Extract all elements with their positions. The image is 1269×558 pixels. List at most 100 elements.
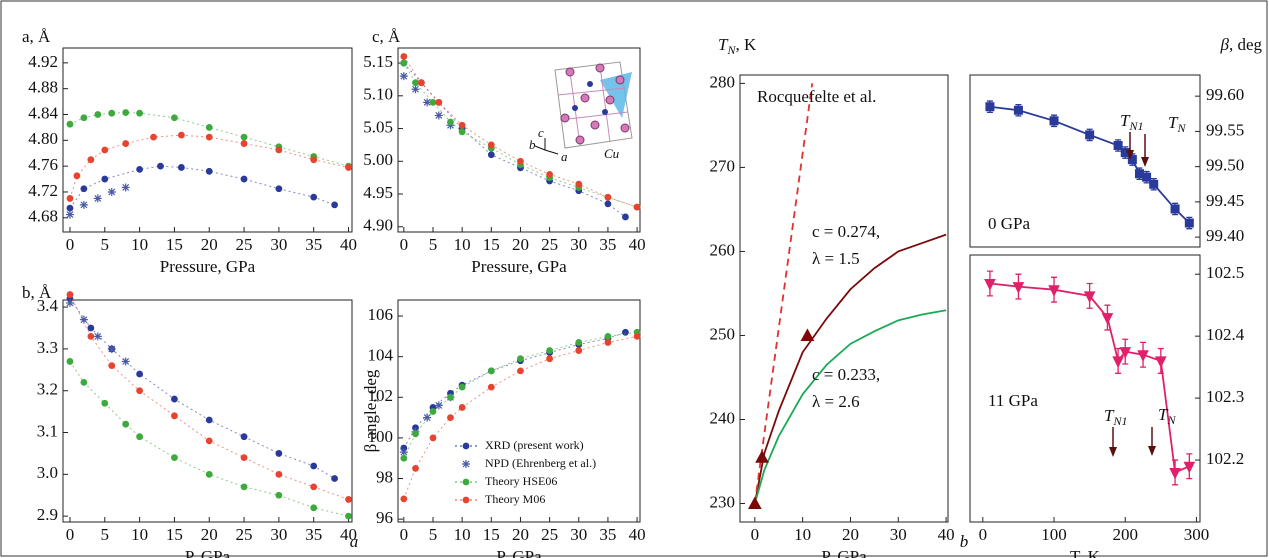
x-tick-label: 30: [890, 525, 907, 544]
plot-frame: [397, 299, 641, 523]
annotation: λ = 1.5: [812, 249, 860, 268]
legend-label: Theory HSE06: [485, 474, 557, 488]
x-tick-label: 25: [236, 525, 253, 544]
marker: [633, 332, 641, 340]
marker: [487, 151, 495, 159]
marker: [447, 118, 454, 126]
x-tick-label: 10: [454, 525, 471, 544]
marker: [1013, 105, 1023, 115]
panel-letter: a: [350, 532, 359, 551]
marker: [1048, 285, 1060, 297]
marker: [604, 332, 612, 340]
marker: [205, 437, 213, 445]
marker: [458, 121, 466, 129]
series-line: [989, 105, 1190, 224]
marker: [1155, 356, 1167, 369]
y-tick-label: 4.72: [28, 181, 58, 200]
marker: [435, 98, 443, 106]
marker: [87, 156, 95, 164]
y-axis-label: c, Å: [372, 27, 401, 46]
marker: [622, 328, 629, 336]
marker: [136, 433, 144, 441]
marker: [107, 187, 116, 196]
marker: [177, 131, 185, 139]
marker: [205, 167, 213, 175]
y-tick-label: 99.50: [1206, 156, 1244, 175]
annotation: TN: [1168, 113, 1186, 135]
y-tick-label: 4.68: [28, 207, 58, 226]
inset-label: c: [538, 125, 544, 140]
annotation: TN1: [1104, 406, 1127, 428]
x-tick-label: 25: [541, 525, 558, 544]
y-tick-label: 3.4: [37, 296, 59, 315]
y-tick-label: 102.5: [1206, 263, 1244, 282]
x-tick-label: 30: [270, 235, 287, 254]
marker: [747, 496, 762, 510]
x-tick-label: 15: [166, 525, 183, 544]
marker: [423, 413, 432, 422]
marker: [310, 504, 318, 512]
marker: [205, 416, 213, 424]
marker: [205, 124, 213, 131]
marker: [79, 200, 88, 209]
x-tick-label: 5: [101, 525, 110, 544]
marker: [65, 298, 74, 307]
y-axis-label-suffix: , deg: [1229, 35, 1263, 54]
marker: [101, 146, 109, 154]
crystal-inset: [534, 61, 633, 155]
marker: [108, 109, 116, 117]
marker: [458, 404, 466, 411]
y-tick-label: 102.4: [1206, 325, 1245, 344]
marker: [66, 195, 74, 202]
y-tick-label: 99.55: [1206, 120, 1244, 139]
series-line: [989, 282, 1190, 474]
y-axis-label-main: β: [1219, 35, 1229, 54]
legend-label: XRD (present work): [485, 438, 584, 452]
series-line: [69, 112, 349, 167]
series-line: [753, 233, 947, 504]
marker: [985, 102, 995, 112]
panel: 102.2 102.3 102.4 102.5 0 100 200 300: [969, 254, 1245, 544]
marker: [1169, 467, 1181, 480]
y-tick-label: 4.90: [363, 216, 393, 235]
marker: [101, 175, 109, 183]
x-tick-label: 40: [340, 235, 357, 254]
marker: [412, 464, 419, 472]
marker: [275, 491, 283, 499]
x-tick-label: 100: [1041, 525, 1067, 544]
marker: [429, 98, 437, 106]
plot-frame: [739, 74, 949, 523]
x-tick-label: 35: [305, 235, 322, 254]
marker: [517, 157, 524, 165]
marker: [604, 200, 612, 208]
y-tick-label: 3.3: [37, 338, 58, 357]
marker: [345, 512, 352, 520]
y-tick-label: 102: [368, 386, 394, 405]
marker: [633, 203, 641, 211]
x-tick-label: 10: [454, 235, 471, 254]
marker: [984, 278, 996, 291]
x-tick-label: 25: [236, 235, 253, 254]
y-tick-label: 3.0: [37, 463, 58, 482]
annotation: 0 GPa: [988, 214, 1030, 233]
y-tick-label: 99.45: [1206, 191, 1244, 210]
x-axis-label: P, GPa: [496, 547, 542, 558]
marker: [1049, 116, 1059, 126]
x-tick-label: 20: [201, 235, 218, 254]
marker: [240, 133, 248, 141]
marker: [150, 133, 157, 141]
marker: [400, 495, 408, 503]
marker: [107, 344, 116, 353]
marker: [604, 339, 612, 346]
annotation: Rocquefelte et al.: [757, 87, 876, 106]
x-tick-label: 5: [429, 525, 438, 544]
legend-marker: [462, 460, 470, 468]
panel: 99.40 99.45 99.50 99.55 99.60: [969, 74, 1244, 248]
x-tick-label: 20: [512, 525, 529, 544]
y-tick-label: 99.40: [1206, 226, 1244, 245]
x-tick-label: 20: [842, 525, 859, 544]
marker: [79, 315, 88, 324]
annotation: c = 0.233,: [812, 365, 880, 384]
x-tick-label: 30: [570, 525, 587, 544]
